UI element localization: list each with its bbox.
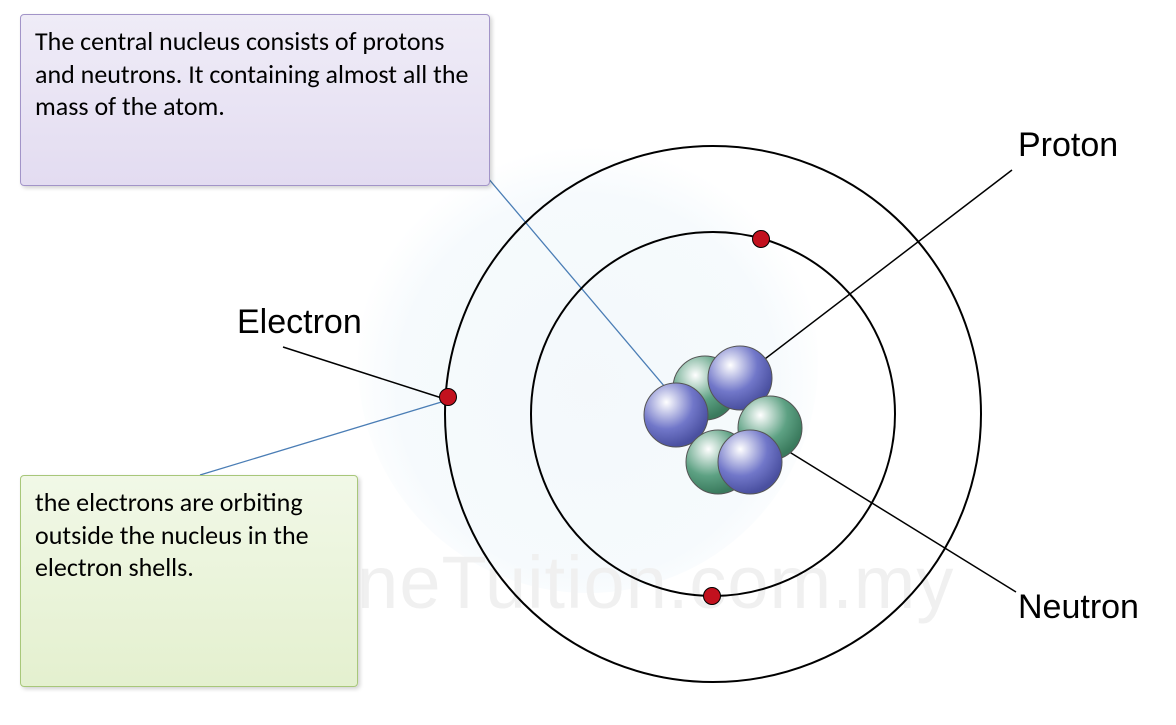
electron-particle	[753, 231, 770, 248]
electron-label: Electron	[237, 303, 362, 342]
proton-label: Proton	[1018, 126, 1118, 165]
proton-particle	[718, 430, 782, 494]
electrons-description-callout: the electrons are orbiting outside the n…	[20, 475, 358, 687]
neutron-label: Neutron	[1018, 588, 1139, 627]
electron-particle	[440, 389, 457, 406]
leader-nucleus-callout	[460, 145, 676, 400]
nucleus-description-callout: The central nucleus consists of protons …	[20, 14, 490, 186]
nucleus	[644, 346, 802, 494]
leader-electrons-callout	[200, 400, 448, 475]
electrons-group	[440, 231, 770, 605]
electron-particle	[704, 588, 721, 605]
leader-electron-label	[283, 347, 448, 400]
